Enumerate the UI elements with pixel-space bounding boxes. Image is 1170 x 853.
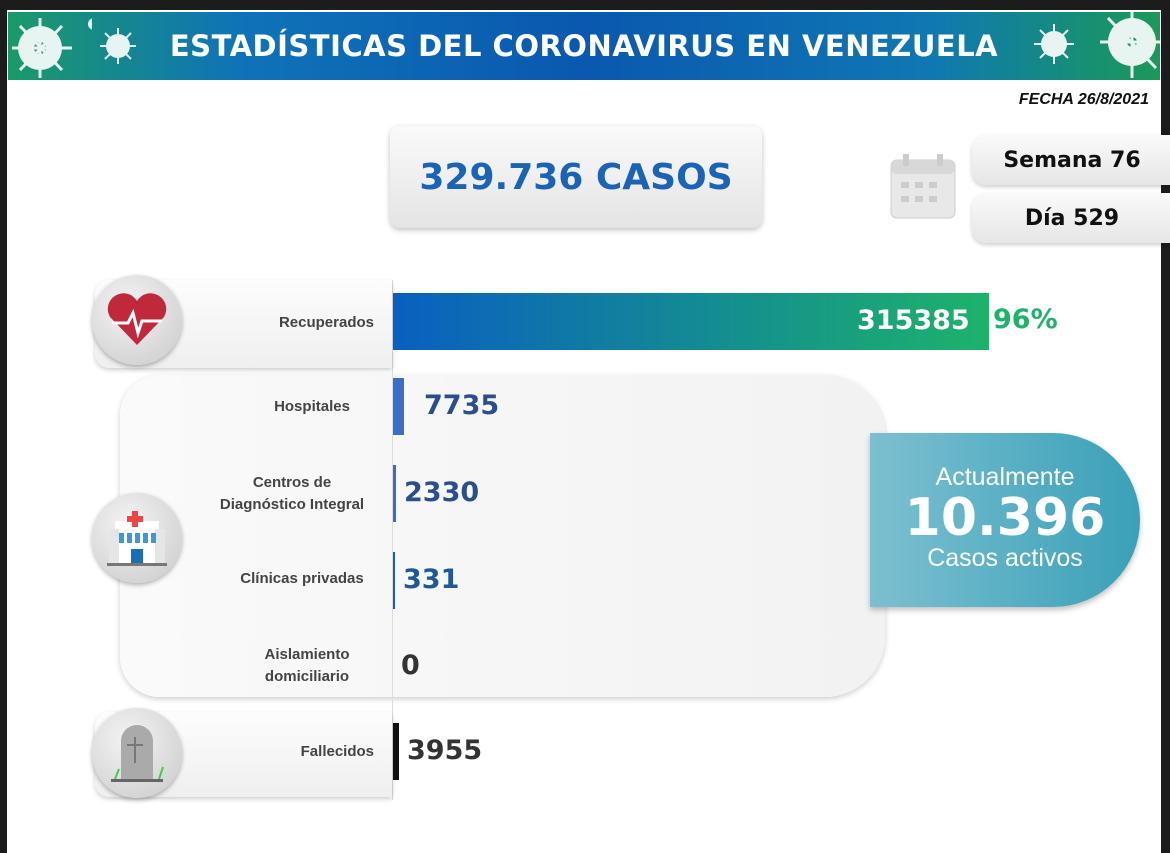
report-date: FECHA 26/8/2021 [1018,91,1149,108]
header-banner: ESTADÍSTICAS DEL CORONAVIRUS EN VENEZUEL… [8,12,1160,80]
tombstone-icon [92,708,182,798]
virus-icon [1100,12,1160,78]
category-label: Clínicas privadas [240,570,364,587]
recovered-percent: 96% [993,304,1058,335]
category-label: Hospitales [274,398,350,415]
data-label: 0 [401,650,420,681]
data-label: 315385 [857,305,970,336]
data-label: 3955 [407,735,483,766]
active-cases-panel: Actualmente 10.396 Casos activos [870,433,1140,607]
data-label: 2330 [404,477,480,508]
hospital-icon [92,493,182,583]
data-label: 331 [403,564,460,595]
day-badge: Día 529 [972,193,1170,243]
bar [393,552,395,609]
category-label: Aislamiento domiciliario [264,646,350,685]
virus-icon [12,18,92,78]
page-title: ESTADÍSTICAS DEL CORONAVIRUS EN VENEZUEL… [169,29,999,63]
active-value: 10.396 [904,488,1106,548]
category-label: Fallecidos [300,743,374,760]
calendar-icon [890,154,956,219]
virus-icon [100,28,136,64]
bar [393,293,989,350]
active-sublabel: Casos activos [927,544,1083,572]
virus-icon [1034,24,1074,64]
category-label: Recuperados [278,314,374,331]
total-cases-box: 329.736 CASOS [390,126,762,228]
bar [393,723,399,780]
bar [393,465,396,522]
infographic: ESTADÍSTICAS DEL CORONAVIRUS EN VENEZUEL… [7,10,1170,853]
total-cases: 329.736 CASOS [419,156,733,198]
week-badge: Semana 76 [972,135,1170,185]
heart-icon [92,275,182,365]
active-label: Actualmente [935,463,1075,491]
hospitalized-panel [120,375,885,697]
data-label: 7735 [424,390,500,421]
bar [393,378,404,435]
axis-line [392,280,393,800]
category-label: Centros de Diagnóstico Integral [219,474,365,513]
